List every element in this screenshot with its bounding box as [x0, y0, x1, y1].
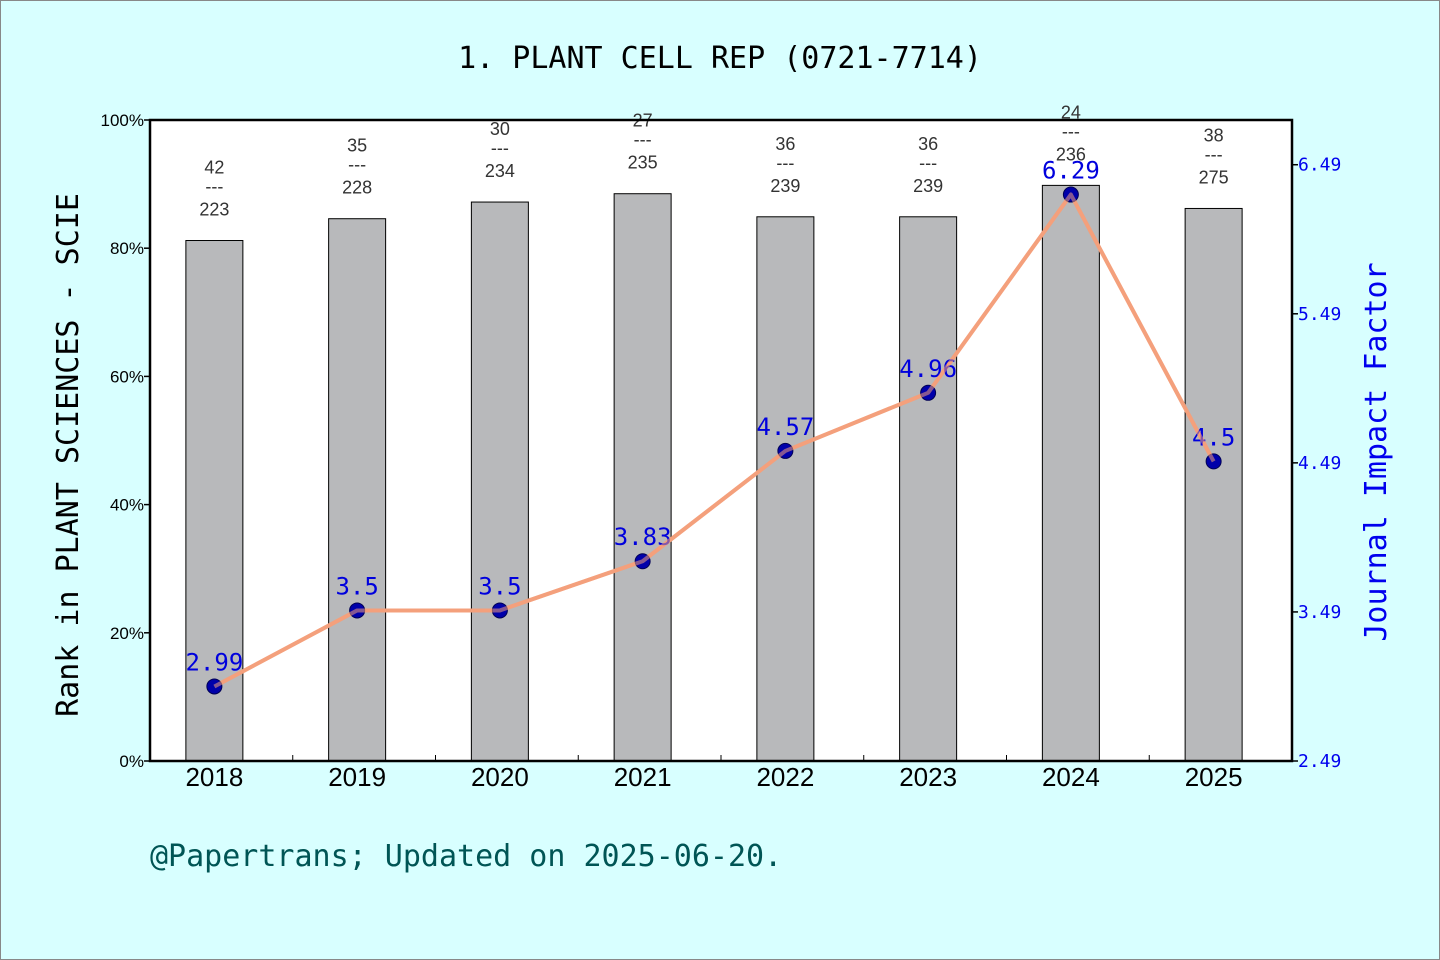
rank-label-2022: 36 [775, 134, 795, 154]
axes-group: 0% 20% 40% 60% 80% 100% 2.49 3.49 4.49 5.49 6.49 20… [101, 111, 1342, 792]
y-tick-label: 20% [110, 624, 144, 643]
rank-label-2025: 38 [1204, 125, 1224, 145]
chart-title: 1. PLANT CELL REP (0721-7714) [458, 41, 982, 76]
rank-label-2018: 42 [204, 158, 224, 178]
bar-2025 [1184, 207, 1243, 762]
rank-total-2022: 239 [770, 176, 800, 196]
x-tick-label-2022: 2022 [756, 762, 814, 792]
jif-label-2019: 3.5 [335, 572, 378, 600]
y-tick-label: 60% [110, 367, 144, 386]
rank-separator-2023: --- [919, 153, 937, 173]
y-tick-label: 80% [110, 239, 144, 258]
footer-credit: @Papertrans; Updated on 2025-06-20. [150, 839, 782, 874]
bar-2021 [613, 193, 672, 762]
rank-total-2023: 239 [913, 176, 943, 196]
x-tick-label-2018: 2018 [185, 762, 243, 792]
bar-2023 [899, 216, 958, 762]
plot-area [150, 120, 1292, 761]
jif-line-group: 2.993.5 3.53.834.574.966.294.5 [185, 157, 1235, 695]
jif-line-overlay [213, 192, 1216, 689]
rank-separator-2020: --- [491, 138, 509, 158]
rank-label-2020: 30 [490, 119, 510, 139]
jif-label-2023: 4.96 [899, 355, 957, 383]
jif-label-2025: 4.5 [1192, 423, 1235, 451]
rank-total-2025: 275 [1199, 167, 1229, 187]
x-tick-label-2025: 2025 [1185, 762, 1243, 792]
rank-separator-2019: --- [348, 155, 366, 175]
y-tick-label: 0% [119, 752, 144, 771]
bars-group [185, 184, 1243, 762]
bar-2022 [756, 216, 815, 762]
x-tick-label-2023: 2023 [899, 762, 957, 792]
bar-2019 [328, 218, 387, 762]
rank-total-2024: 236 [1056, 144, 1086, 164]
y2-tick-label: 3.49 [1298, 602, 1341, 623]
rank-total-2021: 235 [628, 153, 658, 173]
rank-separator-2018: --- [205, 177, 223, 197]
rank-label-2019: 35 [347, 136, 367, 156]
rank-label-2024: 24 [1061, 102, 1081, 122]
plot-background [150, 120, 1292, 761]
rank-total-2019: 228 [342, 178, 372, 198]
rank-separator-2022: --- [776, 153, 794, 173]
x-tick-label-2019: 2019 [328, 762, 386, 792]
y-axis-label: Rank in PLANT SCIENCES - SCIE [51, 193, 86, 717]
y2-tick-label: 5.49 [1298, 304, 1341, 325]
rank-label-2023: 36 [918, 134, 938, 154]
rank-separator-2024: --- [1062, 121, 1080, 141]
x-tick-label-2021: 2021 [614, 762, 672, 792]
jif-label-2018: 2.99 [185, 648, 243, 676]
y2-axis-label: Journal Impact Factor [1359, 262, 1394, 641]
rank-total-2018: 223 [199, 200, 229, 220]
rank-separator-2021: --- [634, 130, 652, 150]
y-tick-label: 40% [110, 496, 144, 515]
y2-tick-label: 2.49 [1298, 751, 1341, 772]
bar-2024 [1041, 184, 1100, 762]
rank-total-2020: 234 [485, 161, 515, 181]
y2-tick-label: 6.49 [1298, 155, 1341, 176]
jif-label-2022: 4.57 [756, 413, 814, 441]
jif-label-2020: 3.5 [478, 572, 521, 600]
x-tick-label-2020: 2020 [471, 762, 529, 792]
rank-separator-2025: --- [1205, 144, 1223, 164]
bar-2020 [470, 201, 529, 762]
rank-labels-group: 42---22335---22830---23427---23536---239… [199, 102, 1228, 219]
jif-label-2024: 6.29 [1042, 157, 1100, 185]
y2-tick-label: 4.49 [1298, 453, 1341, 474]
x-tick-label-2024: 2024 [1042, 762, 1100, 792]
y-tick-label: 100% [101, 111, 144, 130]
